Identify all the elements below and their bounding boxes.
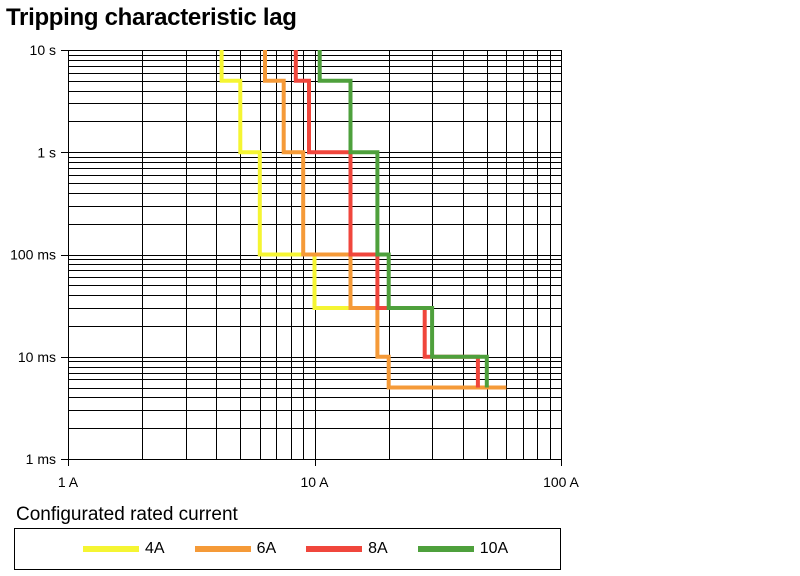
legend-label: 10A xyxy=(479,540,509,557)
series-line-6A xyxy=(263,50,507,390)
legend-item-4A: 4A xyxy=(83,540,165,558)
chart-title: Tripping characteristic lag xyxy=(6,4,297,31)
legend-label: 4A xyxy=(145,540,165,557)
legend-items: 4A 6A 8A 10A xyxy=(83,540,538,558)
x-tick-label: 100 A xyxy=(543,474,579,490)
y-tick-label: 100 ms xyxy=(10,247,56,263)
tick-labels: 1 A 10 A 100 A 10 s 1 s 100 ms 10 ms 1 ms xyxy=(10,42,579,490)
series-line-8A xyxy=(293,50,480,388)
legend-swatch xyxy=(306,546,363,552)
legend-item-10A: 10A xyxy=(417,540,509,558)
series-line-4A xyxy=(219,50,351,310)
legend-swatch xyxy=(83,546,139,552)
x-tick-label: 1 A xyxy=(58,474,79,490)
legend-item-8A: 8A xyxy=(306,540,388,558)
legend-item-6A: 6A xyxy=(194,540,277,558)
legend-label: 6A xyxy=(256,540,277,557)
legend-title: Configurated rated current xyxy=(16,504,238,525)
legend-swatch xyxy=(194,546,251,552)
tripping-chart: 1 A 10 A 100 A 10 s 1 s 100 ms 10 ms 1 ms xyxy=(10,42,579,490)
series-line-10A xyxy=(317,50,489,388)
y-tick-label: 10 ms xyxy=(18,349,56,365)
legend-swatch xyxy=(417,546,474,552)
y-tick-label: 1 ms xyxy=(26,451,56,467)
x-tick-label: 10 A xyxy=(300,474,329,490)
legend-label: 8A xyxy=(368,540,388,557)
y-tick-label: 10 s xyxy=(30,42,56,58)
legend: 4A 6A 8A 10A xyxy=(14,528,561,570)
y-tick-label: 1 s xyxy=(37,144,56,160)
grid xyxy=(61,50,562,466)
series-layer xyxy=(219,50,507,390)
